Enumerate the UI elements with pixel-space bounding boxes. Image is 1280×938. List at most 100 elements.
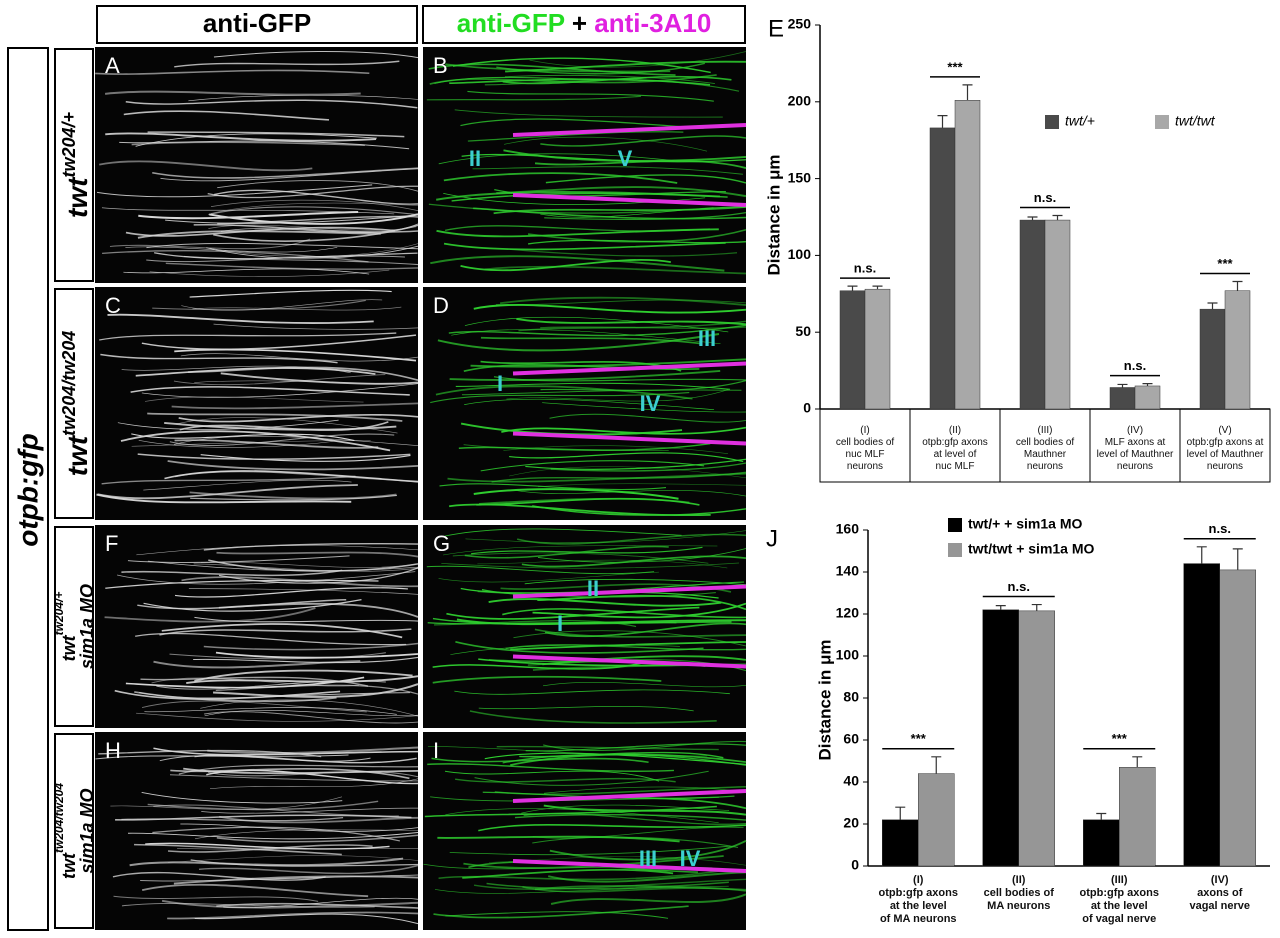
fiber — [218, 567, 419, 584]
fiber — [480, 460, 705, 472]
fiber — [470, 358, 747, 368]
fiber — [455, 641, 704, 654]
fiber — [467, 90, 714, 102]
fiber — [436, 191, 721, 201]
fiber — [203, 543, 419, 551]
fiber — [207, 746, 419, 755]
fiber — [510, 641, 747, 651]
fiber — [430, 255, 725, 272]
fiber — [426, 565, 655, 575]
fiber — [102, 250, 369, 263]
fiber — [181, 299, 383, 311]
fiber — [203, 642, 419, 651]
x-tick-label: (I) otpb:gfp axons at the level of MA ne… — [878, 874, 958, 925]
panel-letter: D — [433, 293, 449, 318]
fiber — [509, 466, 747, 479]
fiber — [544, 212, 747, 221]
axon — [512, 431, 747, 446]
fiber — [194, 616, 419, 623]
fiber — [135, 367, 376, 377]
fiber — [542, 402, 747, 413]
fiber — [496, 745, 719, 751]
column-header: anti-GFP + anti-3A10 — [457, 8, 712, 38]
panel-annotation: I — [557, 611, 563, 636]
fiber — [524, 578, 747, 586]
fiber — [501, 426, 747, 435]
row-label-genotype: tw204/tw204 — [52, 783, 66, 853]
fiber — [167, 911, 419, 920]
fiber — [180, 823, 419, 832]
significance-label: *** — [1112, 731, 1128, 746]
fiber — [458, 442, 711, 451]
fiber — [159, 628, 412, 636]
fiber — [189, 491, 397, 500]
fiber — [215, 651, 419, 659]
fiber — [449, 370, 721, 381]
fiber — [136, 712, 419, 722]
y-axis-label: Distance in μm — [815, 640, 834, 761]
bar — [954, 100, 981, 410]
fiber — [193, 656, 419, 664]
fiber — [443, 172, 678, 184]
fiber — [538, 483, 747, 488]
fiber — [110, 796, 343, 811]
fiber — [537, 548, 747, 563]
panel-letter: A — [105, 53, 120, 78]
fiber — [125, 99, 418, 109]
fiber — [478, 824, 747, 832]
fiber — [104, 90, 361, 96]
row-label: twttw204/tw204 — [59, 331, 94, 477]
fiber — [105, 132, 377, 142]
panel-letter: C — [105, 293, 121, 318]
fiber — [218, 602, 419, 618]
fiber — [445, 63, 671, 73]
fiber — [174, 348, 417, 362]
panel-annotation: II — [469, 146, 481, 171]
significance-label: n.s. — [1209, 521, 1231, 536]
row-label-name: twt — [59, 852, 79, 879]
error-bar — [962, 84, 973, 101]
fiber — [173, 374, 386, 386]
fiber — [169, 652, 386, 660]
fiber — [96, 184, 373, 198]
fiber — [527, 239, 747, 245]
fiber — [460, 259, 672, 272]
fiber — [216, 551, 419, 558]
fiber — [484, 265, 747, 275]
error-bar — [1117, 383, 1128, 388]
panel-letter: F — [105, 531, 118, 556]
fiber — [207, 185, 419, 199]
fiber — [127, 555, 350, 564]
fiber — [206, 245, 419, 259]
panel-annotation: V — [618, 146, 633, 171]
fiber — [441, 562, 740, 569]
fiber — [181, 576, 419, 588]
y-tick-label: 40 — [843, 773, 859, 789]
fiber — [165, 262, 419, 270]
fiber — [210, 243, 419, 257]
fiber — [194, 669, 413, 682]
bar — [1183, 563, 1220, 867]
fiber — [505, 60, 747, 73]
error-bar — [1232, 280, 1243, 291]
bar — [839, 290, 866, 410]
fiber — [153, 660, 361, 669]
fiber — [115, 814, 412, 821]
fiber — [153, 804, 399, 817]
legend-swatch — [948, 543, 962, 557]
fiber — [143, 479, 352, 491]
fiber — [448, 324, 747, 337]
fiber — [550, 462, 747, 472]
panel-annotation: III — [639, 846, 657, 871]
error-bar — [1096, 812, 1107, 820]
panel-letter: H — [105, 738, 121, 763]
legend-label: twt/twt — [1175, 113, 1216, 129]
fiber — [513, 630, 747, 647]
column-header: anti-GFP — [203, 8, 311, 38]
fiber — [174, 60, 400, 68]
fiber — [491, 471, 747, 483]
fiber — [454, 689, 730, 695]
fiber — [516, 533, 747, 545]
fiber — [188, 588, 419, 595]
